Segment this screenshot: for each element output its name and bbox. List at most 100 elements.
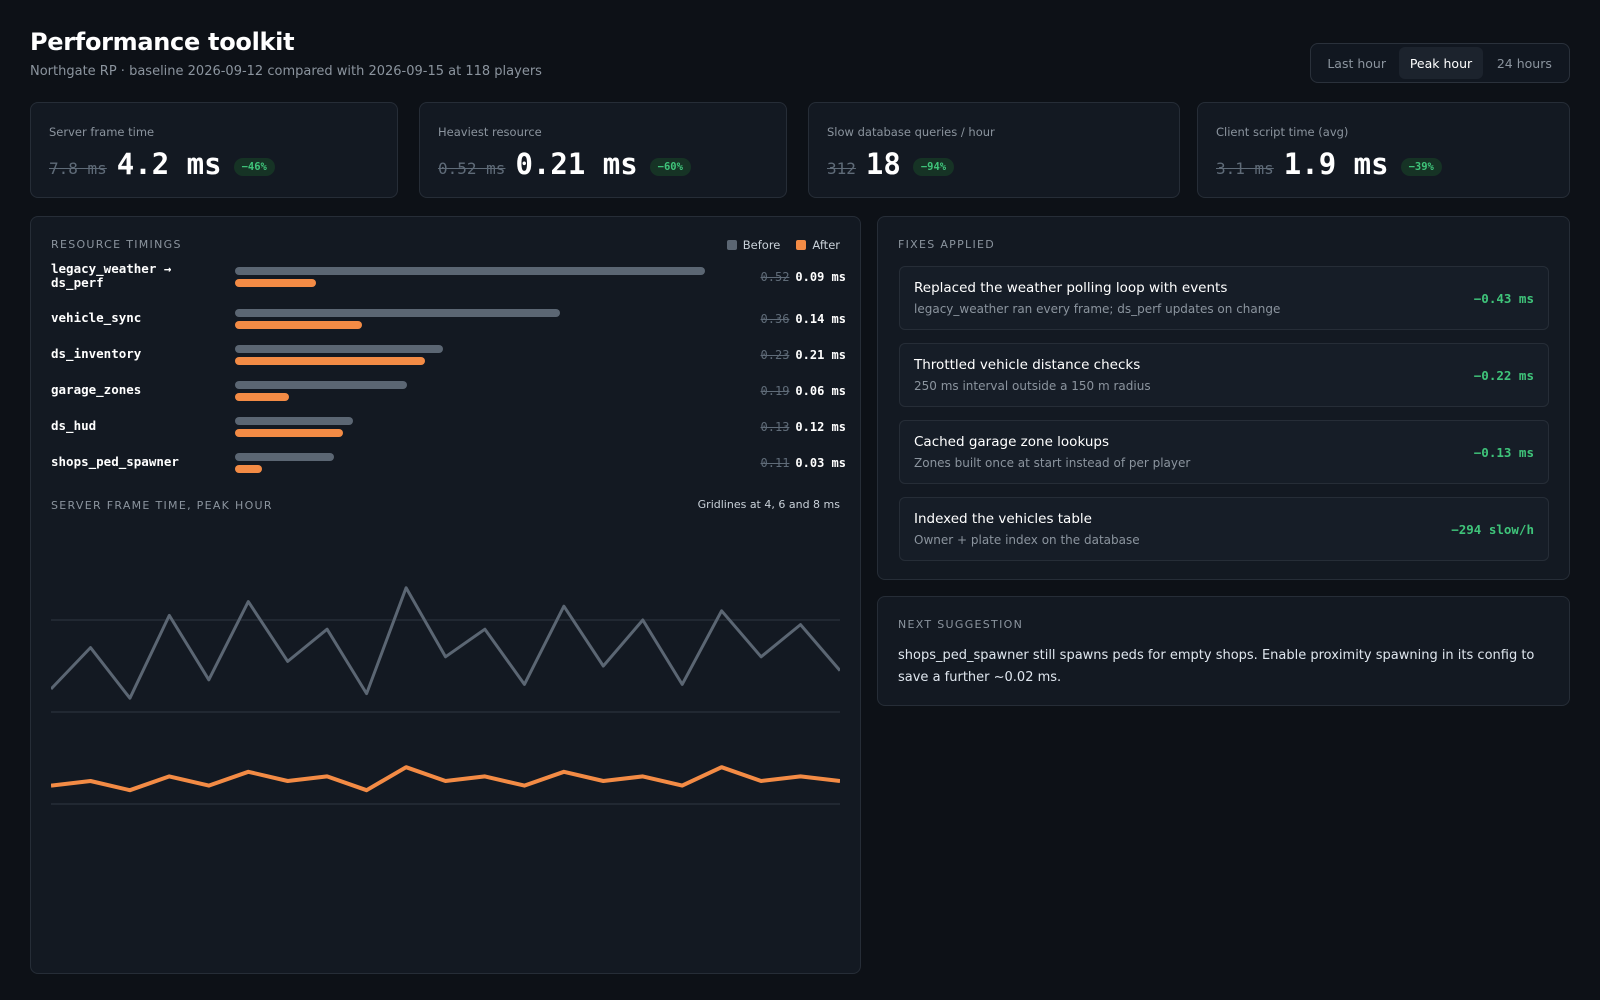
chart-legend: Before After: [711, 238, 840, 252]
range-24-hours-button[interactable]: 24 hours: [1496, 55, 1552, 71]
fix-title: Indexed the vehicles table: [914, 511, 1092, 527]
chart-series-after-line: [51, 765, 840, 793]
resource-bar-after: [235, 357, 425, 365]
kpi-card-server-frame-time: Server frame time 7.8 ms 4.2 ms −46%: [30, 102, 398, 198]
fix-card: Replaced the weather polling loop with e…: [899, 266, 1549, 330]
resource-before-value: 0.11: [760, 456, 790, 470]
resource-bar-before: [235, 345, 443, 353]
fix-description: Owner + plate index on the database: [914, 533, 1140, 547]
resource-name: vehicle_sync: [51, 311, 201, 325]
legend-item-before: Before: [726, 238, 781, 252]
frame-time-chart: [51, 586, 840, 805]
resource-name: shops_ped_spawner: [51, 455, 201, 469]
resource-name: ds_inventory: [51, 347, 201, 361]
kpi-after-value: 4.2 ms: [116, 147, 222, 181]
fix-card: Cached garage zone lookups Zones built o…: [899, 420, 1549, 484]
resource-before-value: 0.23: [760, 348, 790, 362]
resource-name-line: garage_zones: [51, 382, 142, 397]
resource-name-line: ds_hud: [51, 418, 97, 433]
resource-bar-after: [235, 393, 289, 401]
fix-title: Replaced the weather polling loop with e…: [914, 280, 1228, 296]
kpi-change-badge: −60%: [649, 158, 691, 176]
legend-label-before: Before: [742, 238, 781, 252]
fix-title: Throttled vehicle distance checks: [914, 357, 1141, 373]
resource-values: 0.36 0.14 ms: [761, 312, 846, 326]
resource-name: ds_hud: [51, 419, 201, 433]
frame-time-chart-note: Gridlines at 4, 6 and 8 ms: [697, 498, 840, 511]
resource-bar-before: [235, 267, 705, 275]
kpi-after-value: 0.21 ms: [515, 147, 638, 181]
resource-after-value: 0.09 ms: [795, 270, 846, 284]
resource-after-value: 0.14 ms: [795, 312, 846, 326]
resource-bar-before: [235, 417, 353, 425]
kpi-after-value: 1.9 ms: [1283, 147, 1389, 181]
resource-bar-after: [235, 429, 343, 437]
resource-name: garage_zones: [51, 383, 201, 397]
fix-description: legacy_weather ran every frame; ds_perf …: [914, 302, 1281, 316]
legend-item-after: After: [796, 238, 840, 252]
next-suggestion-title: Next suggestion: [898, 618, 1024, 631]
kpi-change-badge: −46%: [233, 158, 275, 176]
fix-saving: −0.22 ms: [1473, 368, 1534, 383]
resource-bar-after: [235, 321, 362, 329]
range-last-hour-button[interactable]: Last hour: [1327, 55, 1386, 71]
kpi-card-slow-queries: Slow database queries / hour 312 18 −94%: [808, 102, 1180, 198]
kpi-label: Slow database queries / hour: [827, 125, 995, 139]
page-subtitle: Northgate RP · baseline 2026-09-12 compa…: [30, 64, 542, 79]
kpi-label: Heaviest resource: [438, 125, 542, 139]
resource-before-value: 0.36: [760, 312, 790, 326]
fix-saving: −294 slow/h: [1451, 522, 1534, 537]
resource-values: 0.11 0.03 ms: [761, 456, 846, 470]
kpi-before-value: 312: [827, 159, 856, 178]
range-peak-hour-button[interactable]: Peak hour: [1399, 47, 1483, 79]
resource-after-value: 0.21 ms: [795, 348, 846, 362]
kpi-before-value: 0.52 ms: [438, 159, 506, 178]
fixes-panel: Fixes applied Replaced the weather polli…: [877, 216, 1570, 580]
page-title: Performance toolkit: [30, 28, 295, 56]
page-header: Performance toolkit Northgate RP · basel…: [30, 28, 542, 79]
time-range-toggle: Last hour Peak hour 24 hours: [1310, 43, 1570, 83]
legend-label-after: After: [812, 238, 840, 252]
fix-saving: −0.43 ms: [1473, 291, 1534, 306]
frame-time-chart-title: Server frame time, peak hour: [51, 499, 273, 512]
resource-before-value: 0.19: [760, 384, 790, 398]
kpi-label: Client script time (avg): [1216, 125, 1349, 139]
resource-values: 0.23 0.21 ms: [761, 348, 846, 362]
kpi-card-heaviest-resource: Heaviest resource 0.52 ms 0.21 ms −60%: [419, 102, 787, 198]
next-suggestion-text: shops_ped_spawner still spawns peds for …: [898, 648, 1535, 685]
resource-after-value: 0.03 ms: [795, 456, 846, 470]
kpi-before-value: 3.1 ms: [1216, 159, 1274, 178]
resource-name-line: vehicle_sync: [51, 310, 142, 325]
kpi-label: Server frame time: [49, 125, 155, 139]
fix-card: Throttled vehicle distance checks 250 ms…: [899, 343, 1549, 407]
resource-after-value: 0.06 ms: [795, 384, 846, 398]
legend-swatch-after: [796, 240, 807, 250]
fix-description: 250 ms interval outside a 150 m radius: [914, 379, 1151, 393]
kpi-change-badge: −39%: [1400, 158, 1442, 176]
legend-swatch-before: [726, 240, 737, 250]
next-suggestion-panel: Next suggestion shops_ped_spawner still …: [877, 596, 1570, 706]
kpi-card-client-script-time: Client script time (avg) 3.1 ms 1.9 ms −…: [1197, 102, 1570, 198]
fix-saving: −0.13 ms: [1473, 445, 1534, 460]
resource-bar-before: [235, 453, 334, 461]
resource-values: 0.19 0.06 ms: [761, 384, 846, 398]
kpi-before-value: 7.8 ms: [49, 159, 107, 178]
resource-name-line: ds_inventory: [51, 346, 142, 361]
kpi-change-badge: −94%: [912, 158, 955, 176]
resource-bar-after: [235, 279, 316, 287]
fix-title: Cached garage zone lookups: [914, 434, 1110, 450]
resource-bar-after: [235, 465, 262, 473]
resource-bar-before: [235, 309, 560, 317]
resource-name-line: ds_perf: [51, 275, 104, 290]
fix-description: Zones built once at start instead of per…: [914, 456, 1191, 470]
fix-card: Indexed the vehicles table Owner + plate…: [899, 497, 1549, 561]
resource-values: 0.13 0.12 ms: [761, 420, 846, 434]
resource-before-value: 0.52: [760, 270, 790, 284]
chart-series-before-line: [51, 586, 840, 700]
resource-bar-before: [235, 381, 407, 389]
fixes-title: Fixes applied: [898, 238, 996, 251]
resource-timings-title: Resource timings: [51, 238, 182, 251]
resource-before-value: 0.13: [760, 420, 790, 434]
resource-name-line: legacy_weather →: [51, 261, 172, 276]
resource-values: 0.52 0.09 ms: [761, 270, 846, 284]
